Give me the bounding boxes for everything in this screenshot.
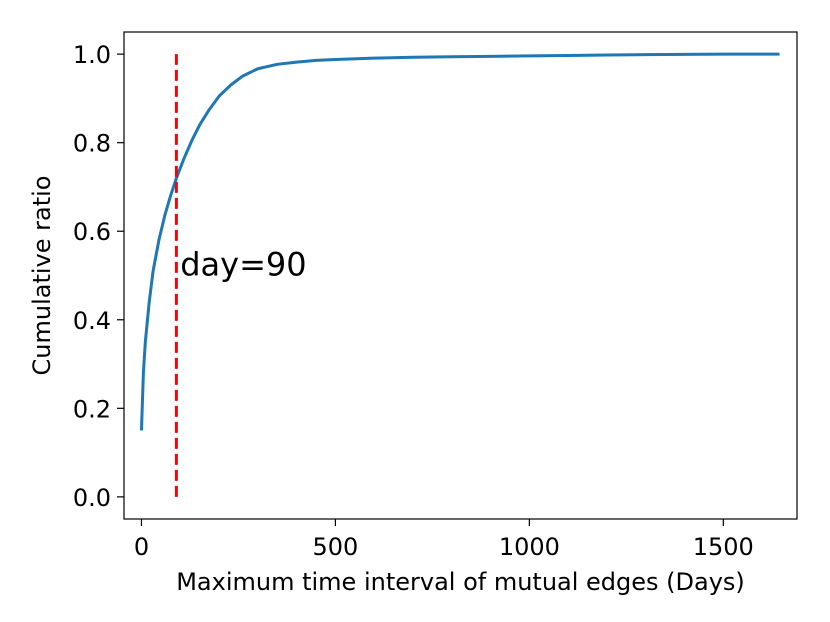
- x-axis-label: Maximum time interval of mutual edges (D…: [176, 568, 745, 596]
- y-tick-label-5: 1.0: [73, 41, 111, 69]
- y-tick-label-4: 0.8: [73, 130, 111, 158]
- axes: 0 500 1000 1500 0.0 0.2 0.4 0.6 0.8 1.0: [73, 31, 798, 561]
- annotation-label-0: day=90: [180, 246, 306, 284]
- x-tick-label-3: 1500: [693, 533, 754, 561]
- y-tick-label-3: 0.6: [73, 218, 111, 246]
- y-tick-label-0: 0.0: [73, 484, 111, 512]
- y-axis-label: Cumulative ratio: [28, 176, 56, 376]
- y-tick-label-1: 0.2: [73, 395, 111, 423]
- plot-frame: [123, 31, 798, 520]
- series-line-0: [139, 52, 780, 431]
- y-tick-label-2: 0.4: [73, 307, 111, 335]
- x-tick-label-1: 500: [312, 533, 358, 561]
- x-tick-label-2: 1000: [499, 533, 560, 561]
- x-tick-label-0: 0: [134, 533, 149, 561]
- plot-area: day=90: [139, 52, 780, 497]
